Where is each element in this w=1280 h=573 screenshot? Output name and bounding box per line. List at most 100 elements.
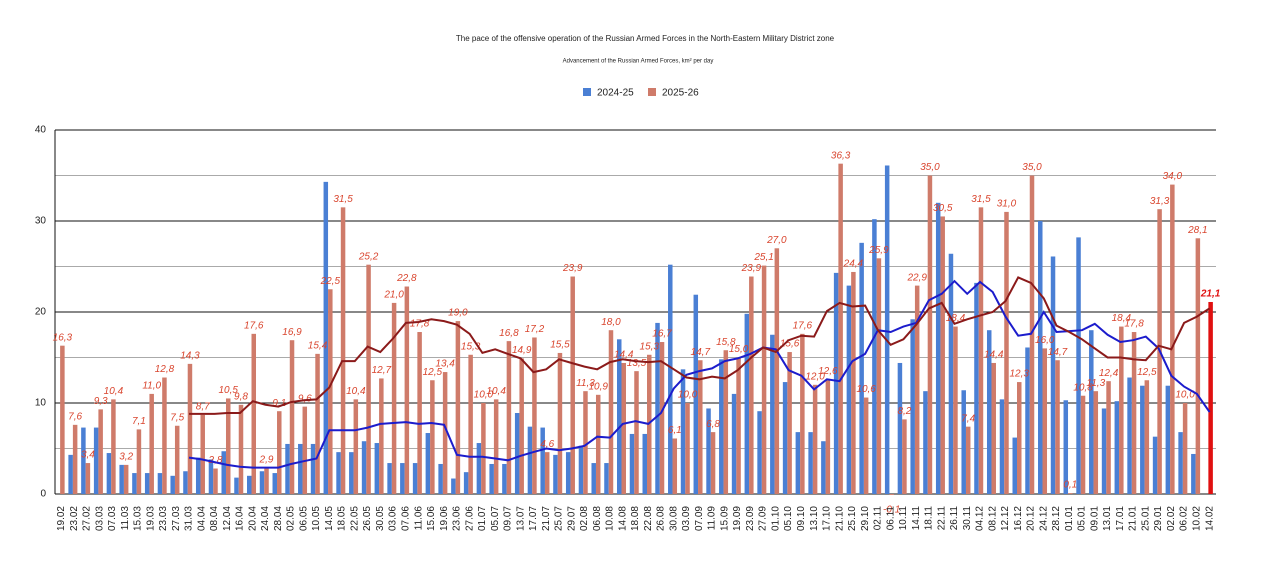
bar <box>608 330 614 494</box>
data-label: 12,0 <box>805 371 825 382</box>
bar <box>315 353 320 494</box>
bar <box>353 399 359 494</box>
bar <box>1042 348 1048 494</box>
data-label: 17,2 <box>525 324 545 335</box>
bar <box>872 219 877 494</box>
x-tick-label: 02.05 <box>286 506 297 531</box>
data-label: 15,3 <box>640 341 660 352</box>
bar <box>910 319 915 494</box>
x-tick-label: 13.07 <box>515 506 526 531</box>
data-label: 25,2 <box>358 251 379 262</box>
x-tick-label: 14.08 <box>617 506 628 531</box>
x-tick-label: 24.12 <box>1038 506 1049 531</box>
bar <box>583 391 588 494</box>
bar <box>544 452 550 494</box>
data-label: 22,8 <box>396 273 417 284</box>
bar <box>736 357 741 494</box>
x-tick-label: 21.10 <box>834 506 845 531</box>
x-tick-label: 20.04 <box>247 506 258 531</box>
bar <box>719 359 724 494</box>
data-label: 0,1 <box>1063 480 1077 491</box>
bar <box>1093 391 1099 494</box>
bar <box>438 463 443 494</box>
bar <box>489 463 494 494</box>
y-tick-label: 20 <box>35 307 47 318</box>
bar <box>463 472 469 494</box>
data-label: 19,0 <box>448 308 468 319</box>
data-label: 22,9 <box>906 272 927 283</box>
x-tick-label: 18.11 <box>924 506 935 531</box>
data-label: 7,4 <box>961 413 975 424</box>
x-tick-label: 22.05 <box>349 506 360 531</box>
bar <box>914 285 920 494</box>
bar <box>591 463 596 494</box>
bar <box>965 426 971 494</box>
bar <box>787 352 792 494</box>
data-label: 31,5 <box>971 194 991 205</box>
bar <box>935 202 941 495</box>
bar <box>540 427 545 494</box>
bar <box>259 471 265 494</box>
data-label: 18,0 <box>601 317 621 328</box>
bar <box>187 363 193 494</box>
x-tick-label: 22.08 <box>643 506 654 531</box>
x-tick-label: 19.09 <box>732 506 743 531</box>
bar <box>157 473 163 494</box>
data-label: 9,1 <box>272 398 286 409</box>
bar <box>328 289 333 494</box>
bar <box>953 326 958 494</box>
bar <box>476 443 482 494</box>
data-label: 10,8 <box>1073 382 1093 393</box>
bar <box>430 380 435 494</box>
x-tick-label: 30.05 <box>375 506 386 531</box>
x-tick-label: 13.10 <box>809 506 820 531</box>
data-label: 11,3 <box>576 378 595 389</box>
x-tick-label: 11.09 <box>707 506 718 531</box>
data-label: 18,4 <box>1112 313 1132 324</box>
bar <box>1144 380 1150 494</box>
bar <box>123 464 129 494</box>
bar <box>277 411 282 494</box>
bar <box>1029 175 1035 494</box>
data-label: 12,6 <box>818 366 838 377</box>
x-tick-label: 11.06 <box>413 506 424 531</box>
x-tick-label: 06.05 <box>298 506 309 531</box>
data-label: 17,8 <box>410 319 430 330</box>
bar <box>527 426 533 494</box>
bar <box>1152 436 1158 494</box>
data-label: 10,6 <box>856 384 876 395</box>
bar <box>149 393 154 494</box>
data-label: 28,1 <box>1187 225 1207 236</box>
data-label: 30,5 <box>933 203 953 214</box>
x-tick-label: 07.06 <box>400 506 411 531</box>
bar <box>93 427 99 494</box>
bar <box>310 443 316 494</box>
x-tick-label: 23.03 <box>158 506 169 531</box>
bar <box>132 473 137 494</box>
bar <box>221 451 226 494</box>
data-label: 9,6 <box>298 393 312 404</box>
bar <box>838 163 843 495</box>
bar <box>162 377 167 494</box>
data-label: 10,0 <box>1175 390 1195 401</box>
bar <box>565 452 571 494</box>
y-tick-label: 30 <box>35 216 47 227</box>
x-tick-label: 10.11 <box>898 506 909 531</box>
bar <box>234 477 239 494</box>
x-tick-label: 01.07 <box>477 506 488 531</box>
bar <box>991 362 996 494</box>
x-tick-label: 27.09 <box>758 506 769 531</box>
data-label: 14,7 <box>691 347 711 358</box>
bar <box>761 265 767 494</box>
bar <box>1068 493 1073 494</box>
x-tick-label: 18.08 <box>630 506 641 531</box>
data-label: 2,9 <box>259 454 274 465</box>
bar <box>514 413 520 494</box>
legend-label: 2025-26 <box>662 88 699 99</box>
x-tick-label: 17.10 <box>822 506 833 531</box>
bar <box>170 475 175 494</box>
data-label: 27,0 <box>766 235 787 246</box>
bar <box>144 473 150 494</box>
data-label: 15,6 <box>780 339 800 350</box>
